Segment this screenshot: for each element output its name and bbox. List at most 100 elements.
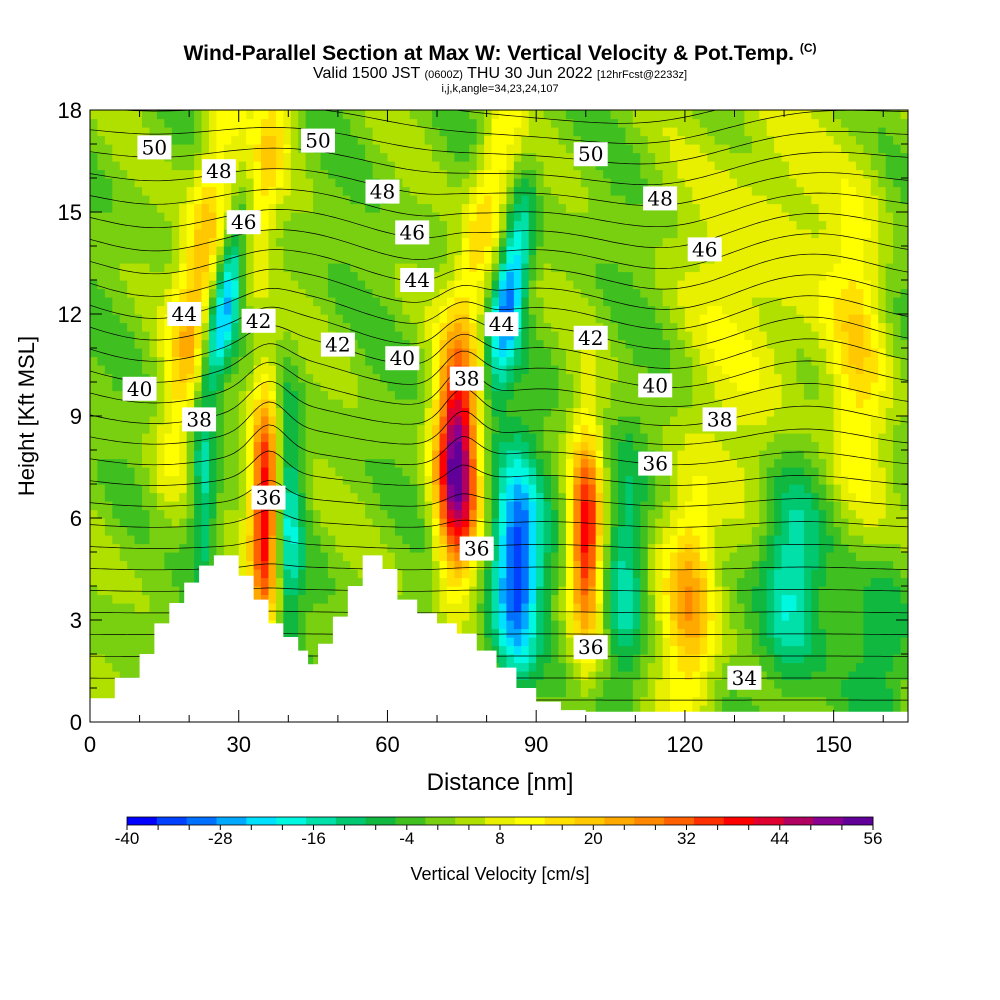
velocity-cell (119, 535, 128, 545)
velocity-cell (357, 416, 366, 426)
velocity-cell (223, 331, 232, 341)
velocity-cell (424, 577, 433, 587)
velocity-cell (290, 212, 299, 222)
velocity-cell (528, 484, 537, 494)
velocity-cell (409, 297, 418, 307)
velocity-cell (499, 603, 508, 613)
velocity-cell (506, 492, 515, 502)
velocity-cell (142, 339, 151, 349)
velocity-cell (97, 356, 106, 366)
velocity-cell (394, 127, 403, 137)
velocity-cell (588, 263, 597, 273)
velocity-cell (565, 569, 574, 579)
velocity-cell (127, 509, 136, 519)
velocity-cell (171, 416, 180, 426)
velocity-cell (305, 399, 314, 409)
velocity-cell (313, 263, 322, 273)
velocity-cell (394, 526, 403, 536)
velocity-cell (454, 305, 463, 315)
velocity-cell (499, 339, 508, 349)
velocity-cell (424, 288, 433, 298)
velocity-cell (305, 254, 314, 264)
velocity-cell (469, 237, 478, 247)
velocity-cell (484, 237, 493, 247)
velocity-cell (565, 254, 574, 264)
velocity-cell (253, 161, 262, 171)
velocity-cell (528, 135, 537, 145)
velocity-cell (342, 399, 351, 409)
velocity-cell (283, 475, 292, 485)
velocity-cell (357, 535, 366, 545)
velocity-cell (513, 195, 522, 205)
velocity-cell (551, 169, 560, 179)
velocity-cell (365, 356, 374, 366)
velocity-cell (171, 280, 180, 290)
velocity-cell (469, 399, 478, 409)
velocity-cell (565, 637, 574, 647)
velocity-cell (432, 178, 441, 188)
velocity-cell (142, 178, 151, 188)
velocity-cell (112, 645, 121, 655)
velocity-cell (551, 118, 560, 128)
velocity-cell (290, 365, 299, 375)
velocity-cell (134, 356, 143, 366)
velocity-cell (528, 263, 537, 273)
velocity-cell (179, 492, 188, 502)
velocity-cell (551, 390, 560, 400)
velocity-cell (231, 339, 240, 349)
velocity-cell (402, 305, 411, 315)
velocity-cell (305, 594, 314, 604)
velocity-cell (521, 322, 530, 332)
velocity-cell (119, 271, 128, 281)
velocity-cell (238, 501, 247, 511)
velocity-cell (327, 237, 336, 247)
velocity-cell (313, 458, 322, 468)
velocity-cell (350, 152, 359, 162)
velocity-cell (491, 382, 500, 392)
velocity-cell (476, 152, 485, 162)
velocity-cell (208, 254, 218, 264)
velocity-cell (186, 492, 195, 502)
velocity-cell (298, 475, 307, 485)
velocity-cell (394, 135, 403, 145)
velocity-cell (342, 263, 351, 273)
velocity-cell (275, 594, 284, 604)
velocity-cell (513, 118, 522, 128)
velocity-cell (365, 399, 374, 409)
velocity-cell (290, 229, 299, 239)
velocity-cell (127, 484, 136, 494)
velocity-cell (261, 178, 270, 188)
velocity-cell (112, 161, 121, 171)
velocity-cell (417, 594, 426, 604)
velocity-cell (543, 331, 552, 341)
velocity-cell (543, 288, 552, 298)
velocity-cell (261, 569, 270, 579)
velocity-cell (372, 339, 381, 349)
velocity-cell (201, 280, 210, 290)
velocity-cell (588, 229, 597, 239)
velocity-cell (357, 441, 366, 451)
velocity-cell (208, 297, 218, 307)
velocity-cell (558, 195, 567, 205)
velocity-cell (551, 195, 560, 205)
velocity-cell (394, 577, 403, 587)
velocity-cell (469, 518, 478, 528)
velocity-cell (112, 237, 121, 247)
velocity-cell (588, 118, 597, 128)
velocity-cell (313, 178, 322, 188)
velocity-cell (432, 229, 441, 239)
velocity-cell (513, 679, 522, 689)
velocity-cell (149, 195, 158, 205)
velocity-cell (536, 399, 545, 409)
velocity-cell (179, 509, 188, 519)
velocity-cell (194, 382, 203, 392)
velocity-cell (246, 509, 255, 519)
velocity-cell (261, 399, 270, 409)
velocity-cell (171, 467, 180, 477)
velocity-cell (565, 458, 574, 468)
velocity-cell (90, 220, 99, 230)
velocity-cell (275, 254, 284, 264)
velocity-cell (417, 254, 426, 264)
velocity-cell (387, 118, 396, 128)
velocity-cell (194, 458, 203, 468)
